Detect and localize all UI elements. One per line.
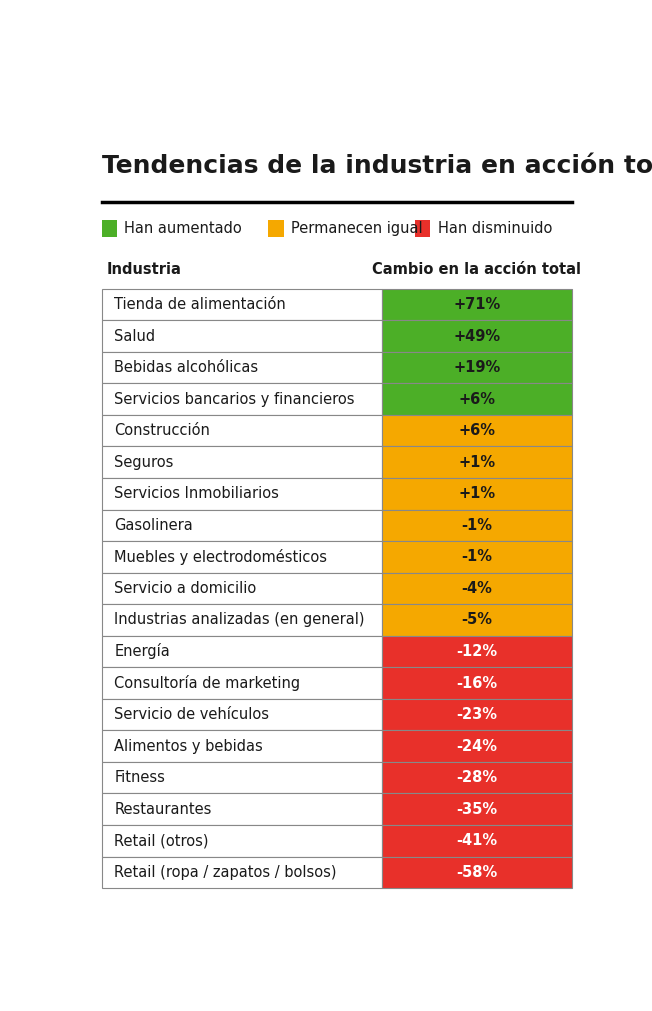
FancyBboxPatch shape — [382, 636, 572, 667]
Text: Seguros: Seguros — [114, 455, 173, 470]
FancyBboxPatch shape — [382, 762, 572, 794]
Text: -28%: -28% — [456, 770, 497, 786]
FancyBboxPatch shape — [102, 415, 382, 447]
Text: -4%: -4% — [462, 581, 492, 595]
Text: Han disminuido: Han disminuido — [437, 221, 552, 237]
Text: +19%: +19% — [453, 360, 501, 375]
Text: Industrias analizadas (en general): Industrias analizadas (en general) — [114, 613, 365, 628]
Text: +1%: +1% — [458, 486, 496, 501]
FancyBboxPatch shape — [382, 794, 572, 825]
Text: +6%: +6% — [458, 424, 496, 438]
FancyBboxPatch shape — [102, 856, 382, 888]
FancyBboxPatch shape — [102, 605, 382, 636]
Text: -1%: -1% — [462, 518, 492, 533]
Text: Consultoría de marketing: Consultoría de marketing — [114, 675, 301, 692]
FancyBboxPatch shape — [102, 699, 382, 730]
FancyBboxPatch shape — [382, 478, 572, 510]
FancyBboxPatch shape — [382, 605, 572, 636]
FancyBboxPatch shape — [382, 541, 572, 572]
Text: +1%: +1% — [458, 455, 496, 470]
Text: -41%: -41% — [456, 833, 497, 848]
Text: Energía: Energía — [114, 643, 170, 659]
FancyBboxPatch shape — [102, 510, 382, 541]
FancyBboxPatch shape — [102, 667, 382, 699]
Text: Retail (otros): Retail (otros) — [114, 833, 209, 848]
FancyBboxPatch shape — [382, 383, 572, 415]
Text: -23%: -23% — [456, 707, 497, 722]
Text: -12%: -12% — [456, 644, 497, 659]
FancyBboxPatch shape — [415, 220, 430, 238]
FancyBboxPatch shape — [382, 289, 572, 320]
Text: Tienda de alimentación: Tienda de alimentación — [114, 297, 286, 312]
FancyBboxPatch shape — [102, 825, 382, 856]
FancyBboxPatch shape — [102, 762, 382, 794]
Text: +6%: +6% — [458, 391, 496, 406]
Text: Servicio a domicilio: Servicio a domicilio — [114, 581, 257, 595]
Text: Bebidas alcohólicas: Bebidas alcohólicas — [114, 360, 258, 375]
Text: Retail (ropa / zapatos / bolsos): Retail (ropa / zapatos / bolsos) — [114, 864, 337, 880]
Text: Servicios Inmobiliarios: Servicios Inmobiliarios — [114, 486, 279, 501]
FancyBboxPatch shape — [382, 572, 572, 605]
FancyBboxPatch shape — [102, 383, 382, 415]
Text: Servicio de vehículos: Servicio de vehículos — [114, 707, 269, 722]
Text: Han aumentado: Han aumentado — [125, 221, 242, 237]
FancyBboxPatch shape — [102, 447, 382, 478]
FancyBboxPatch shape — [382, 415, 572, 447]
Text: Cambio en la acción total: Cambio en la acción total — [372, 262, 582, 277]
Text: Muebles y electrodomésticos: Muebles y electrodomésticos — [114, 549, 327, 565]
Text: Tendencias de la industria en acción total: Tendencias de la industria en acción tot… — [102, 154, 652, 178]
FancyBboxPatch shape — [382, 667, 572, 699]
Text: Industria: Industria — [107, 262, 182, 277]
Text: -1%: -1% — [462, 549, 492, 564]
Text: -35%: -35% — [456, 802, 497, 817]
Text: Fitness: Fitness — [114, 770, 165, 786]
Text: Gasolinera: Gasolinera — [114, 518, 193, 533]
Text: Permanecen igual: Permanecen igual — [291, 221, 423, 237]
Text: -16%: -16% — [456, 675, 497, 691]
Text: Restaurantes: Restaurantes — [114, 802, 212, 817]
FancyBboxPatch shape — [382, 856, 572, 888]
FancyBboxPatch shape — [382, 447, 572, 478]
Text: -24%: -24% — [456, 739, 497, 753]
Text: Salud: Salud — [114, 329, 155, 344]
Text: Alimentos y bebidas: Alimentos y bebidas — [114, 739, 263, 753]
FancyBboxPatch shape — [102, 478, 382, 510]
FancyBboxPatch shape — [102, 320, 382, 352]
FancyBboxPatch shape — [102, 572, 382, 605]
FancyBboxPatch shape — [382, 320, 572, 352]
FancyBboxPatch shape — [382, 510, 572, 541]
Text: +71%: +71% — [453, 297, 501, 312]
FancyBboxPatch shape — [102, 220, 117, 238]
Text: -58%: -58% — [456, 864, 497, 880]
Text: -5%: -5% — [462, 613, 492, 628]
FancyBboxPatch shape — [102, 794, 382, 825]
FancyBboxPatch shape — [382, 352, 572, 383]
FancyBboxPatch shape — [382, 730, 572, 762]
FancyBboxPatch shape — [102, 636, 382, 667]
Text: Construcción: Construcción — [114, 424, 210, 438]
FancyBboxPatch shape — [269, 220, 284, 238]
FancyBboxPatch shape — [102, 730, 382, 762]
Text: +49%: +49% — [453, 329, 501, 344]
FancyBboxPatch shape — [102, 541, 382, 572]
FancyBboxPatch shape — [382, 699, 572, 730]
FancyBboxPatch shape — [102, 289, 382, 320]
FancyBboxPatch shape — [102, 352, 382, 383]
Text: Servicios bancarios y financieros: Servicios bancarios y financieros — [114, 391, 355, 406]
FancyBboxPatch shape — [382, 825, 572, 856]
